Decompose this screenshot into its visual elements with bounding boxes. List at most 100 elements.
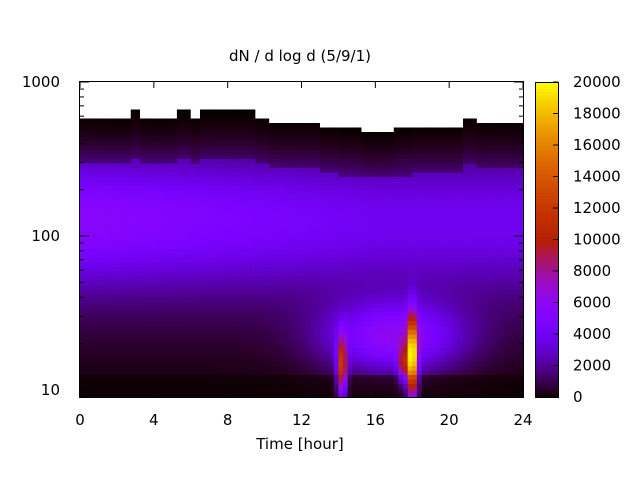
- heatmap-cell: [273, 239, 279, 245]
- heatmap-cell: [283, 248, 289, 254]
- heatmap-cell: [241, 370, 247, 375]
- heatmap-cell: [153, 293, 159, 299]
- heatmap-cell: [135, 185, 141, 191]
- heatmap-cell: [98, 203, 104, 209]
- heatmap-cell: [241, 311, 247, 317]
- heatmap-cell: [236, 199, 243, 204]
- heatmap-cell: [375, 122, 381, 128]
- heatmap-cell: [338, 338, 344, 344]
- heatmap-cell: [269, 388, 275, 393]
- heatmap-cell: [361, 131, 367, 137]
- heatmap-cell: [218, 298, 224, 303]
- heatmap-cell: [278, 217, 284, 222]
- heatmap-cell: [213, 284, 219, 290]
- heatmap-cell: [93, 257, 99, 263]
- heatmap-cell: [379, 113, 386, 119]
- heatmap-cell: [213, 392, 219, 398]
- heatmap-cell: [144, 82, 150, 87]
- heatmap-cell: [384, 253, 390, 258]
- heatmap-cell: [223, 190, 229, 195]
- heatmap-cell: [153, 176, 159, 182]
- heatmap-cell: [195, 325, 201, 330]
- heatmap-cell: [333, 226, 339, 231]
- heatmap-cell: [389, 131, 395, 137]
- heatmap-cell: [98, 91, 104, 96]
- heatmap-cell: [186, 118, 192, 123]
- heatmap-cell: [306, 185, 312, 191]
- heatmap-cell: [343, 190, 349, 195]
- heatmap-cell: [273, 325, 279, 330]
- heatmap-cell: [149, 239, 155, 245]
- heatmap-cell: [84, 320, 90, 326]
- heatmap-cell: [181, 257, 187, 263]
- heatmap-cell: [306, 100, 312, 105]
- heatmap-cell: [324, 361, 330, 366]
- heatmap-cell: [310, 86, 316, 92]
- heatmap-cell: [218, 100, 224, 105]
- heatmap-cell: [163, 334, 169, 339]
- heatmap-cell: [209, 244, 215, 249]
- heatmap-cell: [103, 163, 109, 168]
- heatmap-cell: [246, 158, 252, 164]
- heatmap-cell: [315, 131, 321, 137]
- heatmap-cell: [319, 320, 326, 326]
- heatmap-cell: [333, 82, 339, 87]
- heatmap-cell: [379, 140, 386, 146]
- heatmap-cell: [315, 127, 321, 132]
- heatmap-cell: [176, 235, 183, 240]
- heatmap-cell: [163, 226, 169, 231]
- heatmap-cell: [112, 127, 118, 132]
- heatmap-cell: [273, 275, 279, 281]
- heatmap-cell: [89, 145, 95, 150]
- heatmap-cell: [366, 226, 372, 231]
- heatmap-cell: [80, 154, 86, 159]
- heatmap-cell: [172, 212, 178, 218]
- heatmap-cell: [112, 122, 118, 128]
- heatmap-cell: [283, 361, 289, 366]
- heatmap-cell: [338, 352, 344, 357]
- heatmap-cell: [149, 248, 155, 254]
- heatmap-cell: [227, 136, 233, 141]
- heatmap-cell: [375, 307, 381, 312]
- heatmap-cell: [278, 118, 284, 123]
- heatmap-cell: [296, 149, 302, 155]
- heatmap-cell: [398, 248, 404, 254]
- heatmap-cell: [126, 149, 132, 155]
- heatmap-cell: [306, 320, 312, 326]
- heatmap-cell: [384, 190, 390, 195]
- heatmap-cell: [135, 374, 141, 380]
- heatmap-cell: [112, 226, 118, 231]
- heatmap-cell: [296, 379, 302, 384]
- heatmap-cell: [167, 239, 173, 245]
- heatmap-cell: [384, 338, 390, 344]
- heatmap-cell: [292, 262, 298, 267]
- heatmap-cell: [296, 194, 302, 200]
- heatmap-cell: [366, 113, 372, 119]
- heatmap-cell: [84, 122, 90, 128]
- heatmap-cell: [393, 352, 399, 357]
- heatmap-cell: [89, 217, 95, 222]
- heatmap-cell: [80, 383, 86, 389]
- heatmap-cell: [292, 239, 298, 245]
- heatmap-cell: [103, 383, 109, 389]
- heatmap-cell: [259, 388, 266, 393]
- heatmap-cell: [315, 190, 321, 195]
- heatmap-cell: [246, 298, 252, 303]
- heatmap-cell: [84, 199, 90, 204]
- heatmap-cell: [287, 221, 293, 227]
- heatmap-cell: [223, 230, 229, 236]
- heatmap-cell: [356, 356, 362, 362]
- heatmap-cell: [112, 383, 118, 389]
- heatmap-cell: [283, 149, 289, 155]
- heatmap-cell: [232, 289, 238, 294]
- heatmap-cell: [236, 221, 243, 227]
- heatmap-cell: [223, 253, 229, 258]
- heatmap-cell: [375, 136, 381, 141]
- heatmap-cell: [398, 325, 404, 330]
- heatmap-cell: [209, 194, 215, 200]
- heatmap-cell: [283, 172, 289, 177]
- heatmap-cell: [236, 316, 243, 321]
- heatmap-cell: [393, 145, 399, 150]
- heatmap-cell: [130, 370, 136, 375]
- heatmap-cell: [403, 95, 409, 101]
